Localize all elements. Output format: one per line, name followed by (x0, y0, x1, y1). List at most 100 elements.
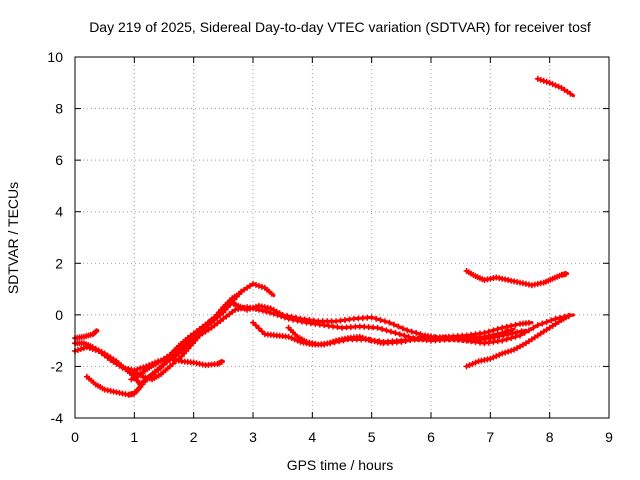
x-tick-label: 8 (546, 429, 554, 445)
data-point-marker (336, 338, 343, 345)
data-point-marker (399, 325, 406, 332)
series-markers-arc-11 (534, 75, 574, 97)
chart-title: Day 219 of 2025, Sidereal Day-to-day VTE… (89, 19, 591, 35)
data-point-marker (562, 270, 569, 277)
data-point-marker (508, 347, 515, 354)
data-point-marker (408, 328, 415, 335)
series-markers-arc-10 (463, 268, 569, 289)
data-point-marker (552, 315, 559, 322)
series-markers-arc-9 (463, 313, 572, 370)
data-point-marker (290, 316, 297, 323)
data-point-marker (534, 75, 541, 82)
data-point-marker (267, 309, 274, 316)
data-point-marker (503, 323, 510, 330)
data-point-marker (404, 327, 411, 334)
data-point-marker (401, 332, 408, 339)
y-tick-label: 6 (55, 152, 63, 168)
data-series-group (72, 75, 575, 398)
data-point-marker (537, 76, 544, 83)
data-point-marker (382, 318, 389, 325)
x-tick-label: 9 (605, 429, 613, 445)
data-point-marker (499, 337, 506, 344)
data-point-marker (387, 328, 394, 335)
data-point-marker (255, 306, 262, 313)
y-axis-label: SDTVAR / TECUs (5, 182, 21, 294)
data-point-marker (250, 280, 256, 287)
x-axis-label: GPS time / hours (287, 457, 394, 473)
data-point-marker (281, 314, 288, 321)
x-tick-label: 4 (308, 429, 316, 445)
data-point-marker (250, 319, 256, 326)
data-point-marker (491, 334, 498, 341)
y-tick-label: 8 (55, 101, 63, 117)
data-point-marker (534, 322, 541, 329)
data-point-marker (503, 336, 510, 343)
data-point-marker (340, 337, 347, 344)
data-point-marker (268, 290, 275, 297)
data-point-marker (539, 320, 546, 327)
data-point-marker (278, 313, 285, 320)
data-point-marker (502, 349, 509, 356)
data-point-marker (530, 324, 537, 331)
data-point-marker (512, 333, 519, 340)
data-point-marker (392, 329, 399, 336)
data-point-marker (294, 317, 301, 324)
x-tick-label: 7 (486, 429, 494, 445)
data-point-marker (259, 307, 266, 314)
data-point-marker (255, 325, 262, 332)
data-point-marker (235, 291, 242, 298)
data-point-marker (396, 331, 403, 338)
data-point-marker (496, 333, 503, 340)
data-point-marker (270, 310, 277, 317)
data-point-marker (258, 328, 265, 335)
data-point-marker (487, 335, 494, 342)
x-tick-label: 5 (368, 429, 376, 445)
x-tick-label: 6 (427, 429, 435, 445)
y-tick-label: 10 (47, 49, 63, 65)
data-point-marker (508, 335, 515, 342)
data-point-marker (518, 328, 525, 335)
data-point-marker (374, 324, 381, 331)
x-tick-label: 3 (249, 429, 257, 445)
data-point-marker (543, 78, 550, 85)
series-line-arc-3 (73, 282, 276, 387)
x-tick-label: 2 (190, 429, 198, 445)
data-point-marker (567, 90, 574, 97)
data-point-marker (505, 331, 512, 338)
data-point-marker (252, 322, 259, 329)
data-point-marker (77, 346, 84, 353)
data-point-marker (379, 326, 386, 333)
x-tick-labels: 0 1 2 3 4 5 6 7 8 9 (71, 429, 613, 445)
y-tick-label: 4 (55, 204, 63, 220)
y-tick-label: 0 (55, 307, 63, 323)
data-point-marker (255, 282, 262, 289)
data-point-marker (218, 358, 225, 365)
data-point-marker (413, 329, 420, 336)
series-markers-arc-8 (285, 324, 525, 348)
data-point-marker (390, 321, 397, 328)
data-point-marker (517, 332, 523, 339)
data-point-marker (373, 315, 380, 322)
data-point-marker (500, 332, 507, 339)
series-markers-arc-3 (72, 280, 275, 388)
data-point-marker (525, 319, 532, 326)
axis-ticks (74, 56, 610, 419)
grid-lines (75, 57, 609, 418)
data-point-marker (417, 331, 424, 338)
data-point-marker (548, 317, 555, 324)
data-point-marker (93, 328, 100, 335)
plot-frame (74, 56, 610, 419)
data-point-marker (383, 327, 390, 334)
data-point-marker (540, 77, 547, 84)
data-point-marker (505, 348, 512, 355)
data-point-marker (263, 308, 270, 315)
data-point-marker (514, 329, 521, 336)
y-tick-label: -4 (51, 410, 64, 426)
data-point-marker (274, 311, 281, 318)
data-point-marker (285, 315, 292, 322)
data-point-marker (140, 364, 147, 371)
y-tick-labels: -4 -2 0 2 4 6 8 10 (47, 49, 63, 426)
y-tick-label: 2 (55, 255, 63, 271)
data-point-marker (258, 283, 265, 290)
